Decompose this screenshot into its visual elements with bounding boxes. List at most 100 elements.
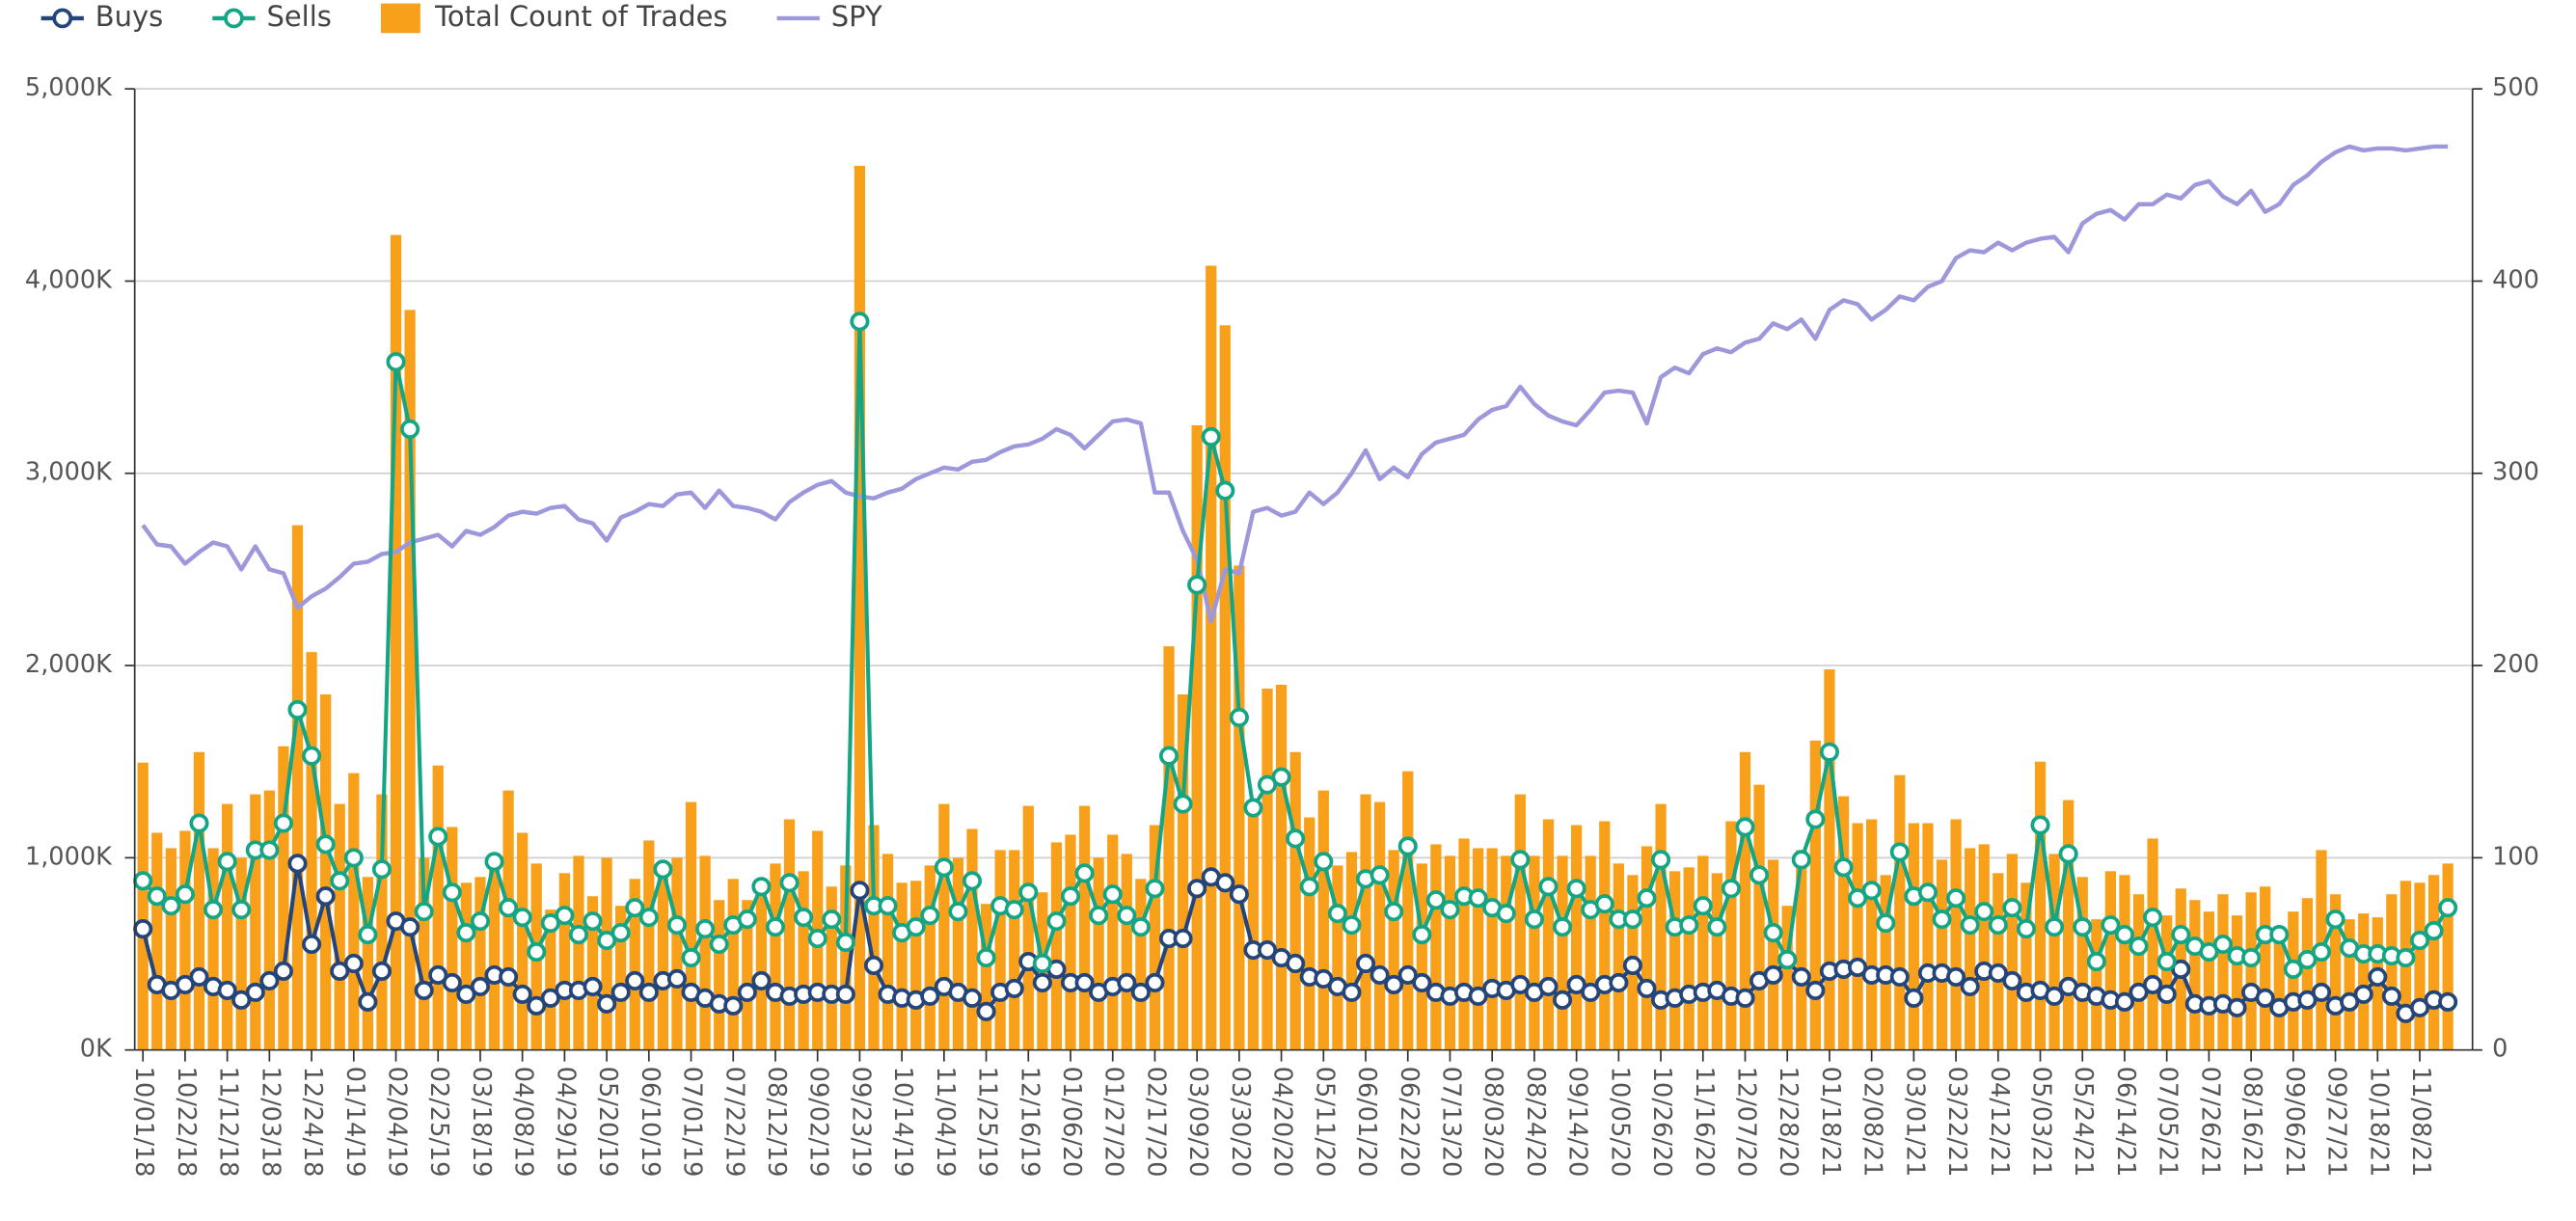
point	[2171, 925, 2191, 945]
point	[1468, 986, 1488, 1006]
point	[259, 840, 280, 860]
x-tick-label: 10/14/19	[888, 1067, 917, 1178]
x-tick-label: 11/08/21	[2406, 1067, 2435, 1178]
point	[1988, 915, 2008, 936]
point	[245, 982, 265, 1002]
line-layer	[133, 144, 2458, 1023]
point	[1314, 968, 1334, 989]
point	[1412, 925, 1432, 945]
x-tick-label: 05/20/19	[593, 1067, 622, 1178]
bar	[1472, 848, 1484, 1050]
x-tick-label: 01/06/20	[1057, 1067, 1086, 1178]
point	[1594, 894, 1614, 914]
point	[666, 915, 688, 936]
point	[610, 923, 631, 943]
bar	[2245, 892, 2257, 1050]
bar	[994, 850, 1006, 1050]
point	[527, 941, 547, 963]
bar	[2260, 886, 2271, 1050]
point	[2241, 947, 2262, 968]
bar	[1486, 848, 1498, 1050]
bar	[2132, 894, 2145, 1050]
point	[414, 980, 434, 1000]
bar	[1149, 825, 1161, 1050]
x-tick-label: 10/05/20	[1605, 1067, 1634, 1178]
bar	[1725, 821, 1737, 1050]
point	[2311, 941, 2332, 963]
point	[2101, 915, 2121, 936]
x-tick-label: 08/03/20	[1478, 1067, 1507, 1178]
bar	[1613, 863, 1624, 1050]
point	[597, 993, 617, 1014]
bar	[643, 840, 655, 1050]
bar	[1107, 834, 1119, 1050]
point	[920, 986, 940, 1006]
bar	[2020, 882, 2032, 1050]
point	[2156, 984, 2177, 1004]
point	[1932, 909, 1952, 930]
bar	[1950, 819, 1962, 1050]
point	[638, 982, 659, 1002]
bar	[432, 765, 444, 1050]
point	[371, 859, 392, 880]
bar	[419, 857, 430, 1050]
x-tick-label: 11/25/19	[973, 1067, 1002, 1178]
point	[1060, 886, 1081, 907]
point	[1397, 836, 1418, 856]
bar	[1416, 863, 1427, 1050]
point	[737, 982, 757, 1002]
x-tick-label: 03/09/20	[1183, 1067, 1212, 1178]
point	[583, 976, 603, 996]
y-tick-label: 4,000K	[25, 265, 113, 294]
y-tick-label: 2,000K	[25, 650, 113, 679]
bar	[348, 773, 360, 1050]
point	[1848, 888, 1868, 909]
point	[1384, 902, 1404, 922]
bar	[545, 909, 556, 1050]
point	[850, 312, 870, 332]
point	[2297, 990, 2318, 1010]
bar	[1135, 879, 1147, 1050]
y2-tick-label: 0	[2492, 1035, 2508, 1064]
point	[1355, 953, 1376, 974]
bar	[783, 819, 796, 1050]
point	[1552, 990, 1573, 1010]
point	[2030, 815, 2050, 835]
point	[1397, 964, 1418, 985]
x-tick-label: 12/16/19	[1015, 1067, 1044, 1178]
legend-label: Buys	[95, 0, 163, 33]
point	[1889, 842, 1910, 862]
y-tick-label: 3,000K	[25, 458, 113, 487]
point	[1102, 884, 1123, 905]
point	[807, 929, 827, 949]
bar	[1796, 850, 1807, 1050]
bar	[2231, 915, 2243, 1050]
legend-marker	[224, 8, 244, 29]
bar	[586, 896, 599, 1050]
bar	[2301, 898, 2314, 1050]
point	[1651, 850, 1671, 870]
point	[1004, 900, 1024, 920]
point	[666, 968, 688, 989]
bar	[1753, 784, 1765, 1050]
point	[456, 923, 476, 943]
x-tick-label: 08/12/19	[762, 1067, 791, 1178]
point	[203, 900, 224, 920]
bar	[910, 881, 922, 1050]
x-tick-label: 04/08/19	[509, 1067, 538, 1178]
bar	[362, 877, 373, 1050]
point	[442, 972, 462, 992]
bar	[755, 884, 768, 1050]
point	[2129, 936, 2149, 957]
point	[2381, 986, 2401, 1006]
bar	[1247, 801, 1260, 1050]
point	[1130, 917, 1151, 937]
point	[695, 919, 716, 939]
point	[1622, 909, 1642, 930]
bar	[1697, 855, 1709, 1050]
point	[1229, 707, 1249, 727]
bar	[1922, 823, 1934, 1050]
point	[1749, 865, 1770, 885]
point	[1314, 852, 1334, 872]
bar	[1234, 565, 1245, 1050]
